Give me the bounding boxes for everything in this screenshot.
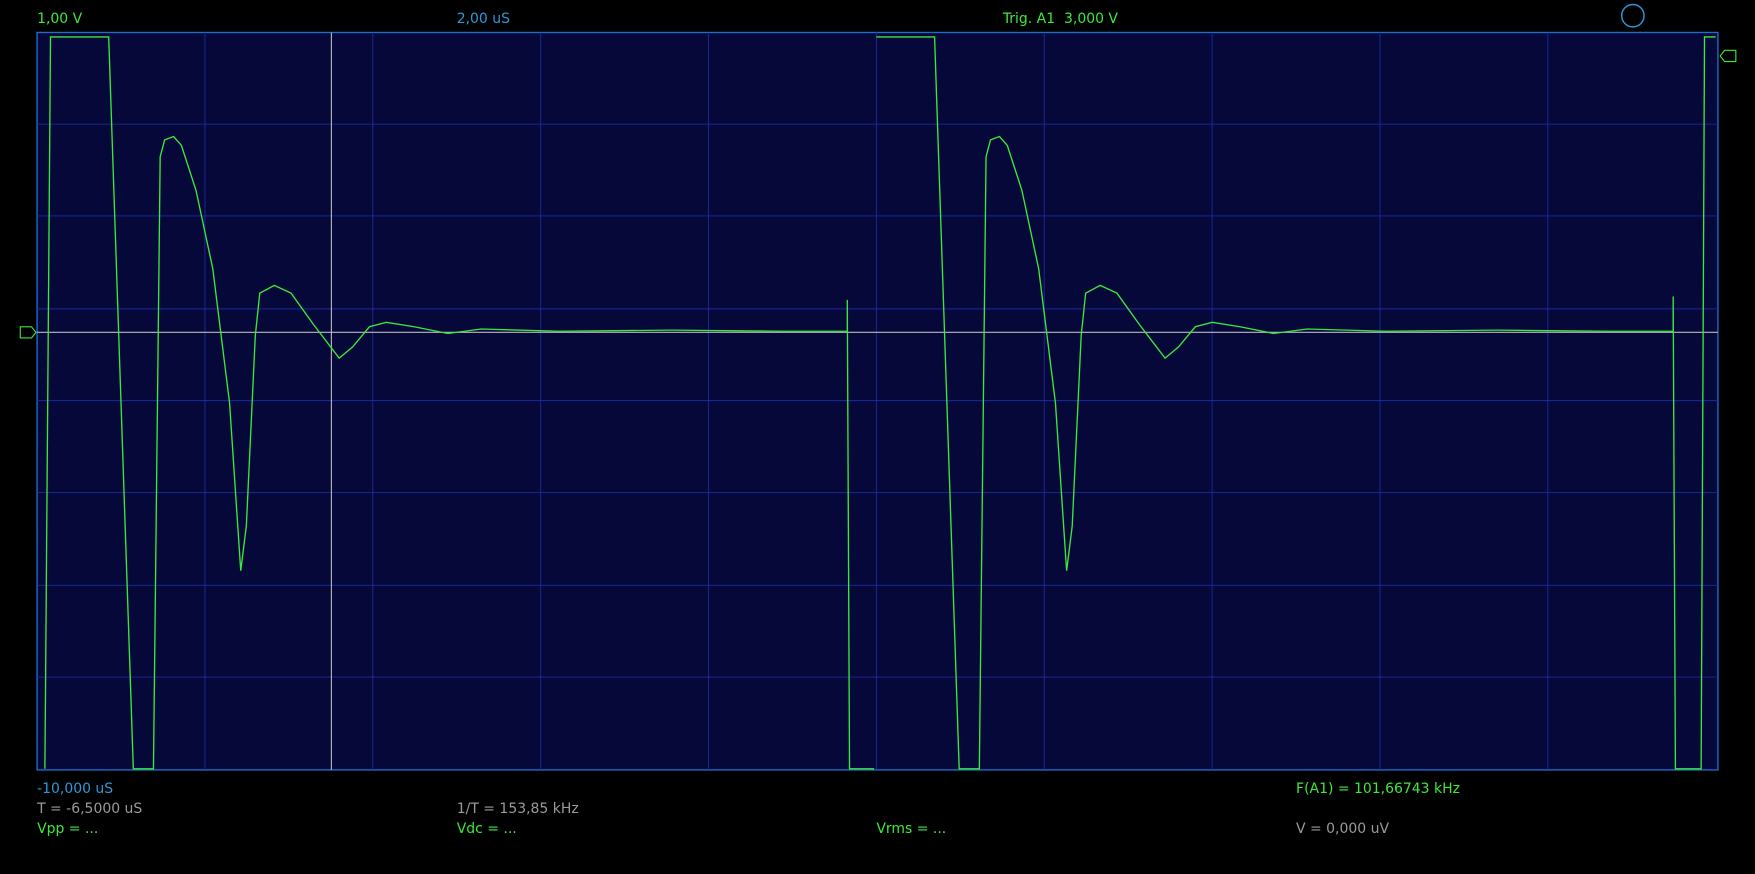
vdc: Vdc = ... (457, 821, 517, 837)
time-offset: -10,000 uS (37, 781, 113, 797)
vpp: Vpp = ... (37, 821, 98, 837)
ground-marker (19, 326, 37, 339)
cursor-time: T = -6,5000 uS (36, 801, 142, 817)
frequency: F(A1) = 101,66743 kHz (1296, 781, 1460, 797)
waveform (44, 36, 875, 770)
run-indicator[interactable] (1620, 3, 1645, 28)
time-per-div: 2,00 uS (457, 11, 510, 27)
trigger-marker (1719, 49, 1737, 63)
trigger-setting: Trig. A1 3,000 V (1002, 11, 1119, 27)
cursor-inverse: 1/T = 153,85 kHz (457, 801, 579, 817)
screen (36, 31, 1719, 771)
waveform (876, 36, 1716, 770)
voltage: V = 0,000 uV (1296, 821, 1389, 837)
grid (37, 32, 1718, 770)
volts-per-div: 1,00 V (37, 11, 83, 27)
vrms: Vrms = ... (876, 821, 946, 837)
